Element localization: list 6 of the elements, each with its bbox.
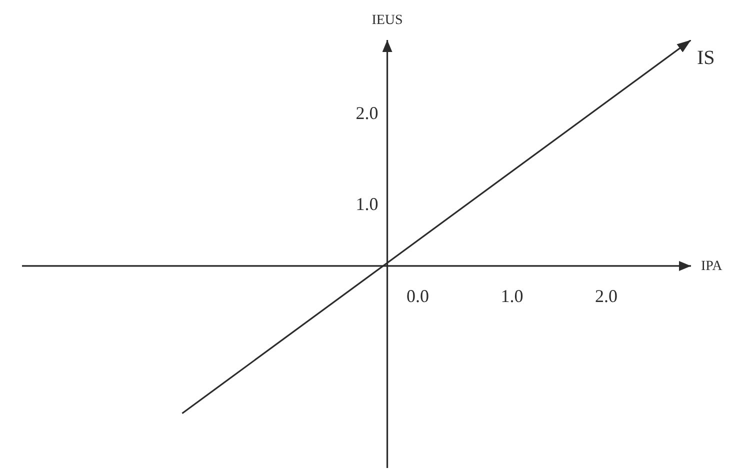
series-label: IS [697, 47, 715, 69]
x-tick-label: 0.0 [406, 286, 429, 306]
x-tick-label: 2.0 [594, 286, 618, 306]
x-axis-title: IPA [701, 258, 724, 274]
x-tick-label: 1.0 [500, 286, 524, 306]
y-axis-title: IEUS [372, 12, 403, 28]
